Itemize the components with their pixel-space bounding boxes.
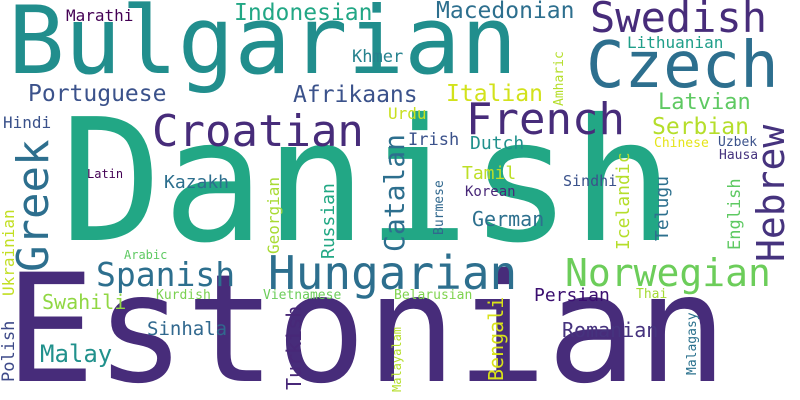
word-croatian: Croatian bbox=[152, 106, 364, 157]
word-persian: Persian bbox=[534, 285, 610, 306]
word-italian: Italian bbox=[446, 81, 543, 107]
word-hebrew: Hebrew bbox=[749, 124, 793, 262]
word-turkish: Turkish bbox=[282, 305, 306, 390]
word-bulgarian: Bulgarian bbox=[8, 0, 518, 96]
word-malagasy: Malagasy bbox=[685, 312, 700, 375]
word-belarusian: Belarusian bbox=[394, 288, 473, 303]
word-sinhala: Sinhala bbox=[147, 318, 228, 340]
word-dutch: Dutch bbox=[470, 133, 525, 154]
word-latvian: Latvian bbox=[658, 90, 751, 115]
word-uzbek: Uzbek bbox=[718, 135, 758, 150]
word-kurdish: Kurdish bbox=[156, 288, 211, 303]
word-georgian: Georgian bbox=[264, 176, 283, 254]
word-tamil: Tamil bbox=[462, 163, 517, 184]
word-catalan: Catalan bbox=[378, 133, 411, 252]
word-greek: Greek bbox=[8, 139, 59, 272]
word-korean: Korean bbox=[465, 184, 516, 200]
word-polish: Polish bbox=[0, 320, 19, 382]
word-malayalam: Malayalam bbox=[390, 326, 404, 392]
word-swedish: Swedish bbox=[590, 0, 768, 42]
word-telugu: Telugu bbox=[652, 175, 673, 241]
word-latin: Latin bbox=[87, 167, 124, 181]
word-german: German bbox=[472, 207, 545, 231]
word-hindi: Hindi bbox=[3, 113, 52, 132]
word-thai: Thai bbox=[636, 287, 668, 302]
word-ukrainian: Ukrainian bbox=[0, 209, 18, 296]
word-english: English bbox=[725, 178, 745, 250]
word-khmer: Khmer bbox=[352, 47, 404, 67]
word-chinese: Chinese bbox=[654, 136, 709, 151]
word-serbian: Serbian bbox=[652, 114, 749, 140]
word-danish: Danish bbox=[60, 83, 675, 281]
word-norwegian: Norwegian bbox=[565, 251, 771, 295]
word-spanish: Spanish bbox=[96, 255, 236, 294]
word-arabic: Arabic bbox=[124, 248, 168, 262]
word-vietnamese: Vietnamese bbox=[263, 288, 342, 303]
word-hausa: Hausa bbox=[719, 148, 759, 163]
word-french: French bbox=[466, 94, 625, 145]
word-marathi: Marathi bbox=[66, 6, 134, 25]
word-macedonian: Macedonian bbox=[436, 0, 575, 24]
word-irish: Irish bbox=[408, 130, 460, 150]
word-swahili: Swahili bbox=[42, 290, 127, 314]
word-kazakh: Kazakh bbox=[164, 172, 230, 193]
word-russian: Russian bbox=[318, 183, 339, 259]
word-malay: Malay bbox=[40, 340, 113, 368]
word-icelandic: Icelandic bbox=[613, 152, 634, 250]
word-urdu: Urdu bbox=[388, 104, 427, 123]
word-afrikaans: Afrikaans bbox=[293, 82, 418, 108]
word-czech: Czech bbox=[586, 29, 779, 103]
word-hungarian: Hungarian bbox=[268, 246, 518, 300]
word-burmese: Burmese bbox=[432, 180, 447, 235]
word-portuguese: Portuguese bbox=[28, 81, 167, 107]
word-indonesian: Indonesian bbox=[234, 0, 373, 26]
word-bengali: Bengali bbox=[484, 296, 508, 381]
word-sindhi: Sindhi bbox=[563, 172, 618, 190]
word-estonian: Estonian bbox=[5, 243, 728, 400]
word-romanian: Romanian bbox=[562, 318, 659, 342]
word-lithuanian: Lithuanian bbox=[627, 33, 724, 52]
word-amharic: Amharic bbox=[552, 51, 567, 106]
